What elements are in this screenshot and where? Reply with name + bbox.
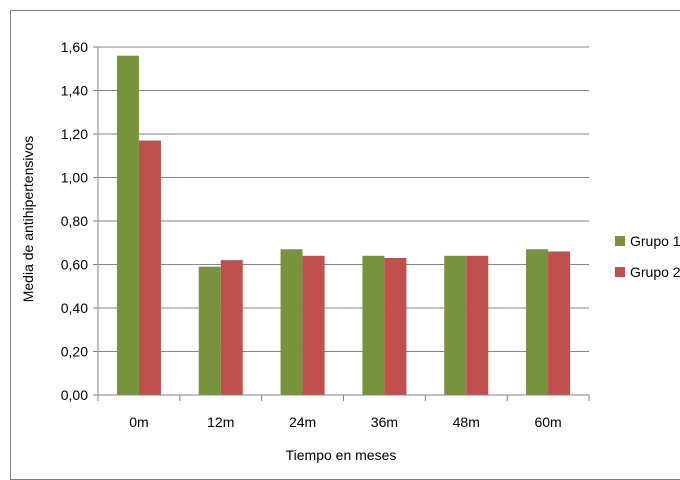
bar-grupo-2-24m xyxy=(302,255,325,395)
bar-grupo-1-0m xyxy=(116,55,139,395)
bar-grupo-2-12m xyxy=(220,260,243,395)
x-tick-label: 60m xyxy=(534,414,561,430)
x-tick-label: 48m xyxy=(453,414,480,430)
bar-grupo-1-48m xyxy=(444,255,467,395)
y-tick-label: 1,60 xyxy=(61,39,88,55)
bar-grupo-1-60m xyxy=(526,249,549,395)
x-tick-label: 0m xyxy=(129,414,148,430)
x-tick-label: 24m xyxy=(289,414,316,430)
y-tick-label: 0,60 xyxy=(61,257,88,273)
bar-grupo-2-36m xyxy=(384,257,407,395)
bars xyxy=(116,55,571,395)
bar-grupo-1-12m xyxy=(198,266,221,395)
legend-swatch xyxy=(615,236,625,246)
legend-swatch xyxy=(615,267,625,277)
y-tick-label: 0,20 xyxy=(61,344,88,360)
bar-grupo-2-0m xyxy=(138,140,161,395)
x-tick-label: 12m xyxy=(207,414,234,430)
bar-grupo-2-60m xyxy=(548,251,571,395)
y-tick-label: 1,20 xyxy=(61,126,88,142)
legend-label: Grupo 1 xyxy=(630,233,680,249)
x-axis-title: Tiempo en meses xyxy=(286,447,397,463)
bar-grupo-1-36m xyxy=(362,255,385,395)
legend-label: Grupo 2 xyxy=(630,264,680,280)
y-tick-label: 0,80 xyxy=(61,213,88,229)
x-tick-label: 36m xyxy=(371,414,398,430)
y-axis-title: Media de antihipertensivos xyxy=(20,136,36,303)
y-tick-label: 0,00 xyxy=(61,387,88,403)
y-tick-labels: 0,00 0,20 0,40 0,60 0,80 1,00 1,20 1,40 1,60 xyxy=(61,39,88,403)
gridlines xyxy=(98,46,589,352)
y-tick-label: 1,40 xyxy=(61,83,88,99)
legend: Grupo 1 Grupo 2 xyxy=(615,233,680,280)
bar-grupo-1-24m xyxy=(280,249,303,395)
x-tick-labels: 0m 12m 24m 36m 48m 60m xyxy=(129,414,562,430)
y-tick-label: 0,40 xyxy=(61,300,88,316)
y-tick-label: 1,00 xyxy=(61,170,88,186)
bar-grupo-2-48m xyxy=(466,255,489,395)
axes xyxy=(93,46,590,401)
